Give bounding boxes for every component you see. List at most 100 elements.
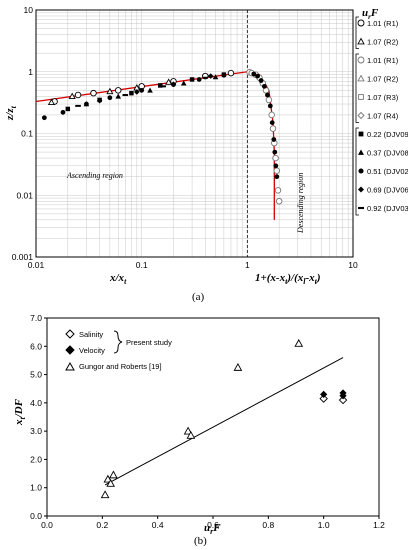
panel-b-ytick-label: 5.0 bbox=[30, 370, 42, 380]
data-point bbox=[268, 111, 275, 119]
panel-a-caption: (a) bbox=[192, 291, 205, 303]
panel-b-ytick-label: 6.0 bbox=[30, 341, 42, 351]
panel-b-ytick-label: 3.0 bbox=[30, 426, 42, 436]
legend-entry-label: 0.92 (DJV03) bbox=[367, 204, 408, 213]
legend-marker bbox=[357, 56, 365, 64]
panel-a-legend: 1.01 (R1) 1.07 (R2) 1.01 (R1) 1.07 (R2) 1.07… bbox=[355, 16, 408, 216]
data-point bbox=[68, 92, 76, 100]
panel-b: 0.0 0.2 0.4 0.6 0.8 1.0 1.2 0.0 1.0 2.0 3.0 4.0 5.0 6… bbox=[13, 313, 385, 547]
panel-a-xlabel-left: x/xt bbox=[109, 272, 127, 286]
descending-region-label: Descending region bbox=[296, 173, 305, 234]
legend-entry-label: 0.37 (DJV08) bbox=[367, 149, 408, 158]
data-point bbox=[96, 97, 103, 104]
panel-b-xtick-label: 0.8 bbox=[262, 520, 274, 530]
data-point bbox=[265, 92, 270, 98]
panel-a-ytick-label: 10 bbox=[24, 5, 34, 15]
data-point bbox=[274, 187, 282, 194]
legend-salinity-label: Salinity bbox=[79, 330, 103, 339]
data-point bbox=[272, 154, 279, 162]
panel-b-data-point bbox=[186, 430, 196, 439]
legend-marker bbox=[357, 74, 365, 82]
panel-b-xtick-label: 0.4 bbox=[152, 520, 164, 530]
legend-present-label: Present study bbox=[126, 338, 172, 347]
data-point bbox=[269, 120, 275, 126]
legend-header: urF bbox=[362, 7, 379, 21]
panel-b-ticks: 0.0 0.2 0.4 0.6 0.8 1.0 1.2 0.0 1.0 2.0 3.0 4.0 5.0 6… bbox=[30, 313, 385, 530]
data-point bbox=[139, 87, 145, 93]
panel-a-grid bbox=[35, 10, 353, 258]
data-point bbox=[267, 103, 273, 109]
panel-a-xtick-label: 1 bbox=[245, 260, 250, 270]
panel-b-xtick-label: 1.2 bbox=[373, 520, 385, 530]
legend-group-bracket bbox=[355, 127, 359, 216]
panel-a-ytick-label: 0.001 bbox=[12, 252, 34, 262]
data-point bbox=[227, 69, 235, 77]
panel-b-caption: (b) bbox=[194, 535, 207, 547]
panel-b-xtick-label: 0.0 bbox=[41, 520, 53, 530]
data-point bbox=[158, 83, 163, 88]
legend-entry-label: 1.07 (R2) bbox=[367, 75, 399, 84]
data-point bbox=[273, 167, 281, 174]
panel-a-ylabel: z/zt bbox=[4, 105, 18, 121]
data-point bbox=[265, 96, 273, 104]
data-point bbox=[180, 80, 187, 86]
panel-a-xtick-label: 0.01 bbox=[28, 260, 45, 270]
data-point bbox=[106, 87, 114, 95]
data-point bbox=[41, 115, 47, 121]
panel-b-data-point bbox=[294, 338, 304, 347]
legend-entry-label: 0.69 (DJV06) bbox=[367, 186, 408, 195]
legend-brace bbox=[113, 330, 123, 354]
legend-velocity-marker bbox=[65, 345, 75, 355]
panel-b-fit-line bbox=[104, 357, 344, 486]
data-point bbox=[90, 89, 97, 97]
panel-b-data-point bbox=[106, 478, 115, 487]
data-point bbox=[189, 77, 195, 82]
legend-group-bracket bbox=[355, 53, 359, 123]
legend-gungor-label: Gungor and Roberts [19] bbox=[79, 362, 162, 371]
legend-marker bbox=[358, 186, 364, 193]
panel-b-data-point bbox=[339, 392, 347, 400]
data-point bbox=[207, 73, 214, 79]
legend-entry-label: 0.22 (DJV09) bbox=[367, 130, 408, 139]
data-point bbox=[134, 89, 140, 95]
data-point bbox=[272, 149, 278, 155]
panel-b-ytick-label: 2.0 bbox=[30, 454, 42, 464]
legend-marker bbox=[358, 206, 364, 210]
panel-b-ytick-label: 7.0 bbox=[30, 313, 42, 323]
panel-b-points bbox=[100, 338, 348, 499]
panel-b-xtick-label: 1.0 bbox=[318, 520, 330, 530]
panel-b-data-point bbox=[103, 474, 113, 483]
data-point bbox=[107, 95, 113, 101]
data-point bbox=[262, 83, 267, 89]
panel-b-ytick-label: 1.0 bbox=[30, 483, 42, 493]
legend-entry-label: 1.07 (R4) bbox=[367, 112, 399, 121]
legend-entry-label: 1.01 (R1) bbox=[367, 56, 399, 65]
panel-b-ytick-label: 0.0 bbox=[30, 511, 42, 521]
data-point bbox=[147, 87, 153, 93]
data-point bbox=[115, 93, 122, 99]
data-point bbox=[75, 104, 81, 107]
ascending-region-label: Ascending region bbox=[66, 171, 123, 180]
data-point bbox=[274, 174, 280, 180]
data-point bbox=[114, 87, 122, 94]
data-point bbox=[65, 106, 71, 112]
legend-entry-label: 0.51 (DJV02) bbox=[367, 167, 408, 176]
data-point bbox=[129, 90, 134, 96]
legend-marker bbox=[358, 168, 364, 174]
legend-group-bracket bbox=[355, 16, 359, 49]
data-point bbox=[160, 85, 167, 88]
data-point bbox=[202, 76, 209, 79]
data-point bbox=[251, 71, 257, 77]
data-point bbox=[269, 125, 277, 132]
legend-marker bbox=[357, 19, 365, 27]
legend-gungor-marker bbox=[65, 361, 75, 371]
legend-marker bbox=[357, 37, 365, 45]
data-point bbox=[275, 197, 283, 205]
legend-entry-label: 1.07 (R3) bbox=[367, 93, 399, 102]
data-point bbox=[221, 72, 227, 78]
panel-b-ylabel: xt/DF bbox=[13, 398, 27, 426]
legend-entry-label: 1.01 (R1) bbox=[367, 19, 399, 28]
